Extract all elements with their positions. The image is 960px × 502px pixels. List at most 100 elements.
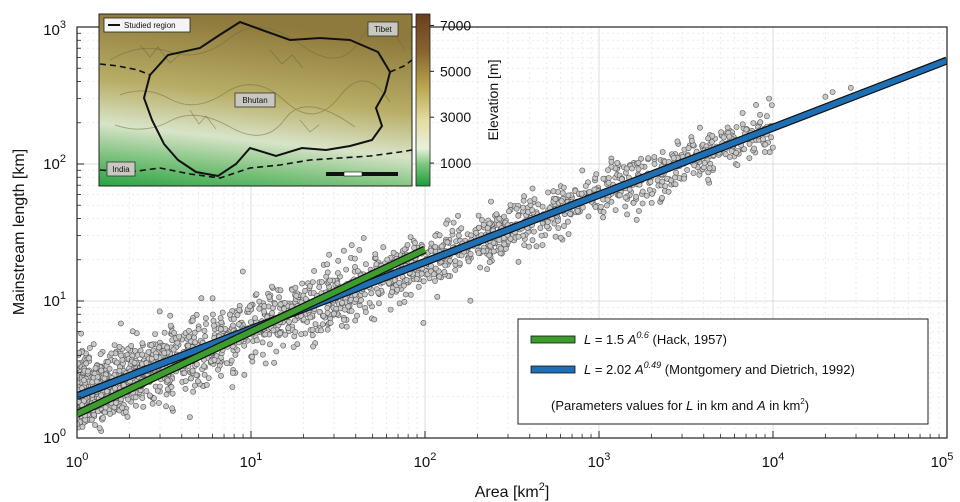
scatter-point xyxy=(726,133,733,140)
scatter-point xyxy=(452,258,459,264)
scatter-point xyxy=(334,270,341,276)
scatter-point xyxy=(217,315,224,321)
scatter-point xyxy=(387,306,394,313)
scatter-point xyxy=(428,240,435,247)
scatter-point xyxy=(338,322,345,329)
scatter-point xyxy=(252,349,259,356)
colorbar: Elevation [m] 7000 5000 3000 1000 xyxy=(415,13,501,187)
scatter-point xyxy=(79,423,86,430)
scatter-point xyxy=(733,149,739,156)
scatter-point xyxy=(633,193,639,200)
scatter-point xyxy=(420,278,427,285)
scatter-point xyxy=(281,305,287,312)
scatter-point xyxy=(614,159,621,166)
scatter-point xyxy=(307,314,314,321)
scatter-point xyxy=(515,233,522,240)
scatter-point xyxy=(261,308,267,315)
scatter-point xyxy=(324,261,331,268)
label-india: India xyxy=(112,165,130,174)
scatter-point xyxy=(751,145,757,152)
scatter-point xyxy=(578,190,585,197)
scatter-point xyxy=(822,93,829,100)
scatter-point xyxy=(116,367,123,374)
scatter-point xyxy=(86,345,93,351)
scatter-point xyxy=(361,291,368,298)
scatter-point xyxy=(164,344,170,351)
scatter-point xyxy=(450,219,457,226)
scatter-point xyxy=(741,146,748,153)
scatter-point xyxy=(709,139,715,145)
scatter-point xyxy=(352,317,359,324)
scatter-point xyxy=(643,192,650,199)
scatter-point xyxy=(533,243,540,250)
scatter-point xyxy=(155,400,162,406)
grid xyxy=(76,27,947,439)
scatter-point xyxy=(720,134,727,141)
border-dashed-tibet xyxy=(99,59,413,76)
x-axis-label: Area [km2] xyxy=(475,481,550,501)
scatter-point xyxy=(228,357,235,364)
scatter-point xyxy=(189,317,196,324)
legend-box xyxy=(517,318,929,425)
scatter-point xyxy=(348,308,355,314)
scatter-point xyxy=(480,221,487,228)
scatter-point xyxy=(302,287,308,294)
scatter-point xyxy=(107,410,113,417)
scatter-point xyxy=(404,242,411,248)
scatter-point xyxy=(600,209,607,215)
scatter-point xyxy=(757,111,763,118)
scatter-point xyxy=(513,205,520,212)
scatter-point xyxy=(236,307,243,313)
scatter-point xyxy=(746,155,753,161)
scatter-point xyxy=(324,326,331,333)
scatter-point xyxy=(78,330,84,337)
scatter-point xyxy=(277,301,284,308)
scatter-point xyxy=(633,216,640,223)
scatter-point xyxy=(623,165,630,172)
scatter-point xyxy=(705,176,712,183)
scatter-point xyxy=(567,210,573,217)
scatter-point xyxy=(539,242,546,248)
legend-swatch-montgomery xyxy=(530,365,576,374)
scatter-point xyxy=(582,183,589,189)
studied-region-outline xyxy=(142,20,392,178)
scatter-point xyxy=(401,298,408,305)
scatter-point xyxy=(311,268,317,274)
scatter-point xyxy=(139,351,146,358)
scatter-point xyxy=(249,353,255,360)
scatter-point xyxy=(235,321,242,328)
scatter-point xyxy=(706,165,713,172)
scatter-point xyxy=(181,370,188,376)
label-tibet: Tibet xyxy=(374,25,392,34)
scatter-point xyxy=(234,312,241,318)
scatter-point xyxy=(205,375,212,381)
scatter-point xyxy=(535,201,542,208)
scatter-point xyxy=(428,247,434,254)
scatter-point xyxy=(252,315,258,321)
scatter-point xyxy=(340,247,347,254)
colorbar-gradient xyxy=(415,13,431,187)
scatter-point xyxy=(335,257,342,264)
scatter-point xyxy=(766,95,772,102)
scatter-point xyxy=(591,186,598,193)
scatter-point xyxy=(672,174,678,181)
scatter-point xyxy=(434,293,441,300)
scatter-point xyxy=(309,326,316,333)
scatter-point xyxy=(432,243,439,250)
scatter-point xyxy=(223,360,230,367)
inset-legend-label: Studied region xyxy=(124,21,176,30)
scatter-point xyxy=(520,204,526,211)
colorbar-tick-label: 5000 xyxy=(440,63,471,79)
scatter-point xyxy=(538,232,545,239)
scatter-point xyxy=(468,232,475,239)
scatter-point xyxy=(271,359,277,366)
legend-swatch-hack xyxy=(530,335,576,344)
scatter-point xyxy=(324,269,331,276)
scatter-point xyxy=(455,212,461,219)
scatter-point xyxy=(89,379,96,385)
scatter-point xyxy=(565,192,572,199)
scatter-point xyxy=(555,217,561,224)
scatter-point xyxy=(156,308,163,315)
scatter-point xyxy=(764,113,770,120)
scatter-point xyxy=(326,251,332,258)
